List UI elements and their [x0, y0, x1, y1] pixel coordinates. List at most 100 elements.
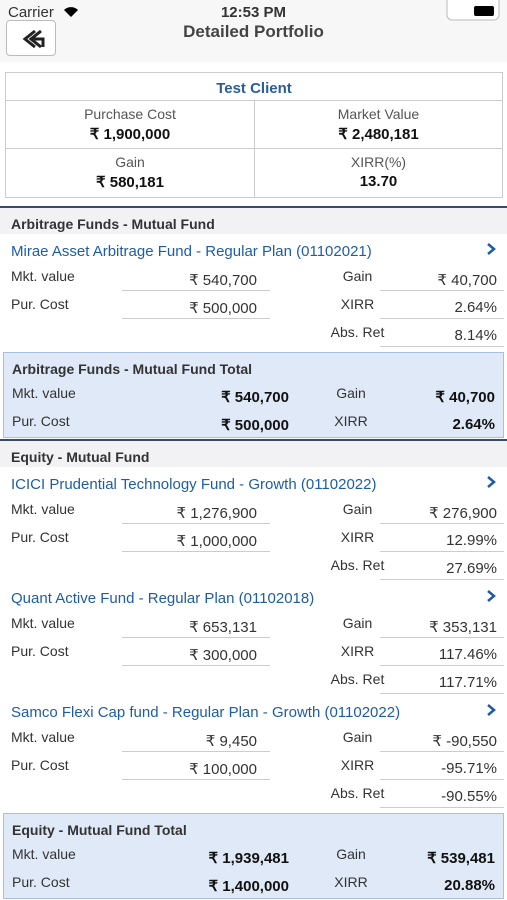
underline [122, 523, 270, 524]
data-row: Mkt. value ₹ 1,939,481 Gain ₹ 539,481 [4, 842, 503, 870]
field-value: ₹ 353,131 [429, 619, 497, 636]
summary-label: Purchase Cost [84, 106, 176, 122]
underline [380, 318, 504, 319]
underline [122, 318, 270, 319]
field-label: Gain [336, 846, 366, 862]
summary-cell: Market Value ₹ 2,480,181 [254, 101, 502, 149]
underline [380, 751, 504, 752]
data-row: Pur. Cost ₹ 1,000,000 XIRR 12.99% [0, 525, 507, 553]
fund-list: Arbitrage Funds - Mutual Fund Mirae Asset… [0, 206, 507, 899]
back-button[interactable] [6, 20, 56, 56]
field-label: XIRR [334, 874, 368, 890]
field-value: ₹ -90,550 [432, 733, 497, 750]
field-value: ₹ 276,900 [429, 505, 497, 522]
field-value: 2.64% [454, 299, 497, 316]
summary-label: XIRR(%) [350, 154, 407, 170]
field-value: ₹ 539,481 [427, 850, 495, 867]
field-value: ₹ 540,700 [189, 272, 257, 289]
field-label: Pur. Cost [12, 874, 70, 890]
summary-label: Market Value [337, 106, 420, 122]
wifi-icon [64, 7, 78, 17]
field-label: Abs. Ret [330, 557, 385, 573]
field-value: 2.64% [452, 416, 495, 433]
data-row: Abs. Ret 8.14% [0, 320, 507, 348]
field-value: -90.55% [441, 788, 497, 805]
field-label: Gain [342, 729, 373, 745]
field-label: Pur. Cost [11, 757, 69, 773]
battery-icon [446, 0, 500, 21]
fund-name: Samco Flexi Cap fund - Regular Plan - Gr… [11, 704, 401, 721]
underline [380, 579, 504, 580]
field-label: XIRR [334, 413, 368, 429]
chevron [487, 476, 496, 488]
underline [380, 779, 504, 780]
summary-value: ₹ 1,900,000 [89, 126, 171, 143]
field-label: Abs. Ret [330, 785, 385, 801]
field-label: Abs. Ret [330, 324, 385, 340]
field-label: Gain [342, 268, 373, 284]
field-label: Gain [342, 501, 373, 517]
summary-cell: Gain ₹ 580,181 [6, 149, 254, 197]
data-row: Pur. Cost ₹ 300,000 XIRR 117.46% [0, 639, 507, 667]
field-value: 8.14% [454, 327, 497, 344]
field-value: 27.69% [446, 560, 497, 577]
fund-row[interactable]: Quant Active Fund - Regular Plan (011020… [0, 581, 507, 611]
data-row: Mkt. value ₹ 653,131 Gain ₹ 353,131 [0, 611, 507, 639]
field-value: ₹ 40,700 [435, 389, 495, 406]
field-value: 12.99% [446, 532, 497, 549]
group-header: Arbitrage Funds - Mutual Fund [0, 206, 507, 234]
field-value: 117.46% [438, 646, 497, 663]
total-title: Arbitrage Funds - Mutual Fund Total [12, 361, 253, 377]
nav-bar: Carrier 12:53 PM Detailed Portfolio [0, 0, 507, 62]
summary-value: ₹ 2,480,181 [338, 126, 419, 143]
underline [380, 290, 504, 291]
underline [122, 551, 270, 552]
fund-row[interactable]: Samco Flexi Cap fund - Regular Plan - Gr… [0, 695, 507, 725]
data-row: Abs. Ret -90.55% [0, 781, 507, 809]
fund-row[interactable]: ICICI Prudential Technology Fund - Growt… [0, 467, 507, 497]
group-header: Equity - Mutual Fund [0, 439, 507, 467]
client-name: Test Client [6, 73, 502, 101]
field-label: Mkt. value [11, 501, 75, 517]
field-value: 117.71% [438, 674, 497, 691]
data-row: Mkt. value ₹ 9,450 Gain ₹ -90,550 [0, 725, 507, 753]
field-value: ₹ 500,000 [221, 417, 289, 434]
data-row: Abs. Ret 117.71% [0, 667, 507, 695]
field-label: XIRR [340, 529, 375, 545]
summary-label: Gain [115, 154, 145, 170]
summary-cell: Purchase Cost ₹ 1,900,000 [6, 101, 254, 149]
field-label: Mkt. value [11, 615, 75, 631]
data-row: Abs. Ret 27.69% [0, 553, 507, 581]
fund-name: Quant Active Fund - Regular Plan (011020… [11, 590, 315, 607]
fund-name: ICICI Prudential Technology Fund - Growt… [11, 476, 377, 493]
chevron [487, 704, 496, 716]
summary-card: Test Client Purchase Cost ₹ 1,900,000 Mark… [5, 72, 503, 198]
field-value: ₹ 653,131 [189, 619, 257, 636]
field-value: ₹ 300,000 [189, 647, 257, 664]
field-label: Mkt. value [12, 385, 76, 401]
field-value: ₹ 1,276,900 [176, 505, 257, 522]
field-label: Abs. Ret [330, 671, 385, 687]
total-title: Equity - Mutual Fund Total [12, 822, 187, 838]
field-label: Pur. Cost [11, 296, 69, 312]
field-value: ₹ 500,000 [189, 300, 257, 317]
underline [122, 779, 270, 780]
field-value: ₹ 100,000 [189, 761, 257, 778]
fund-row[interactable]: Mirae Asset Arbitrage Fund - Regular Pla… [0, 234, 507, 264]
chevron [487, 243, 496, 255]
data-row: Pur. Cost ₹ 500,000 XIRR 2.64% [4, 409, 503, 437]
data-row: Pur. Cost ₹ 500,000 XIRR 2.64% [0, 292, 507, 320]
group-total: Arbitrage Funds - Mutual Fund Total Mkt. … [3, 352, 504, 438]
field-value: 20.88% [444, 877, 495, 894]
data-row: Mkt. value ₹ 540,700 Gain ₹ 40,700 [0, 264, 507, 292]
field-label: Pur. Cost [11, 529, 69, 545]
underline [380, 551, 504, 552]
field-label: XIRR [340, 643, 375, 659]
clock: 12:53 PM [220, 4, 287, 21]
summary-cell: XIRR(%) 13.70 [254, 149, 502, 197]
fund-name: Mirae Asset Arbitrage Fund - Regular Pla… [11, 243, 372, 260]
summary-value: ₹ 580,181 [96, 174, 164, 191]
field-value: -95.71% [441, 760, 497, 777]
underline [380, 693, 504, 694]
